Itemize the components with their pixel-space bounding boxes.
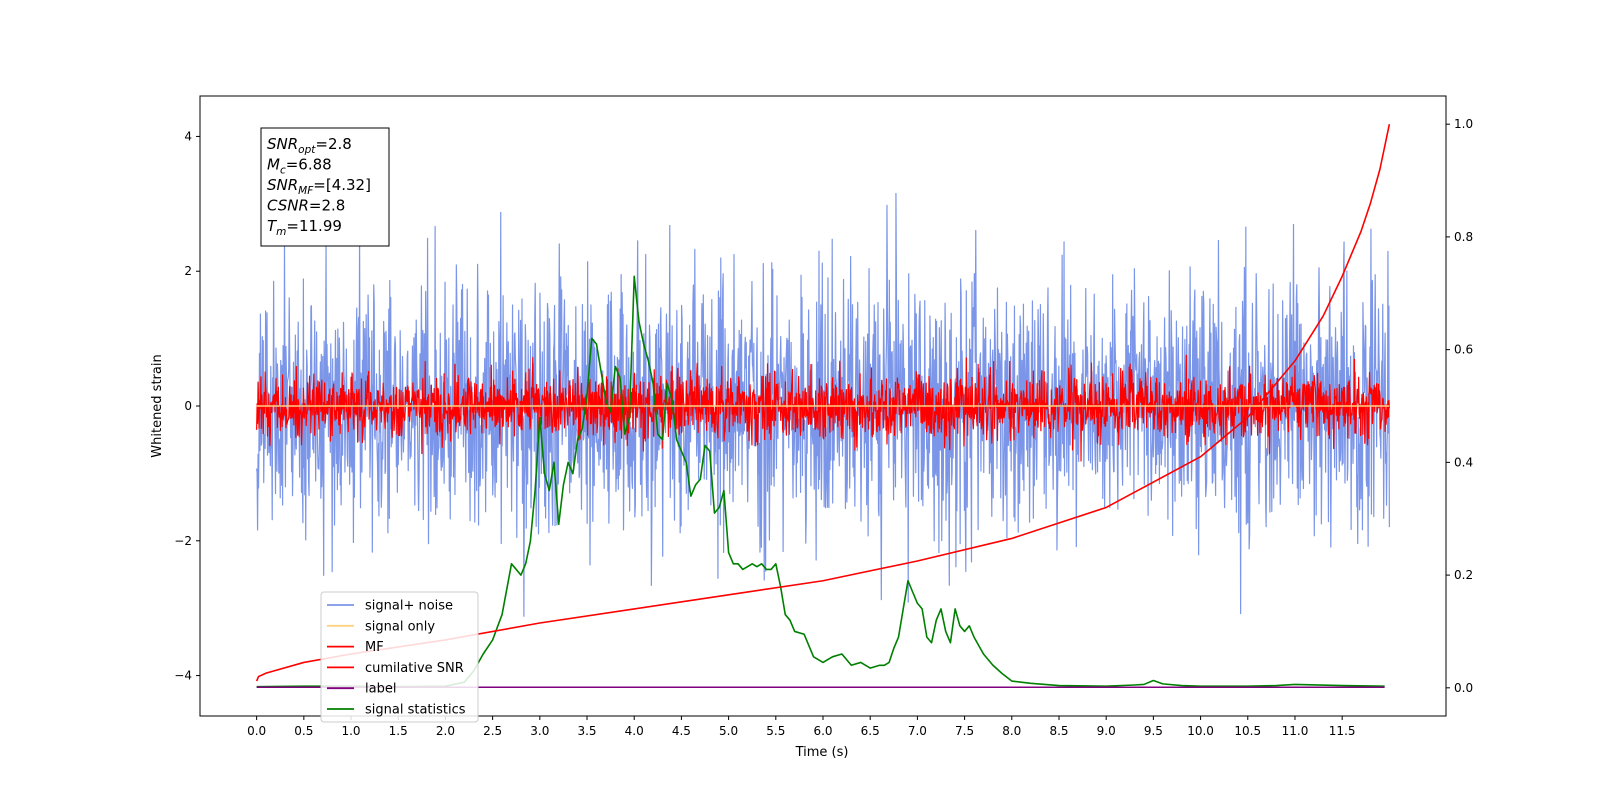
y-tick-label: 4 [184,129,192,143]
y2-tick-label: 0.6 [1454,343,1473,357]
x-tick-label: 8.5 [1049,724,1068,738]
legend-entry: signal only [365,619,435,634]
y2-tick-label: 0.0 [1454,681,1473,695]
x-tick-label: 10.0 [1187,724,1214,738]
x-tick-label: 7.5 [955,724,974,738]
annotation-line: CSNR=2.8 [267,197,345,215]
legend-entry: signal+ noise [365,599,453,614]
x-tick-label: 3.0 [530,724,549,738]
y2-tick-label: 0.2 [1454,568,1473,582]
x-axis: 0.0 0.5 1.0 1.5 2.0 2.5 3.0 3.5 4.0 4.5 5.0 5.5 6.0 6… [247,716,1356,738]
y-axis-label: Whitened strain [150,354,165,457]
legend-frame [320,591,479,723]
x-axis-label: Time (s) [795,745,849,760]
legend-entry: MF [365,640,384,655]
x-tick-label: 7.0 [908,724,927,738]
y-tick-label: 2 [184,264,192,278]
legend-entry: label [365,682,396,697]
x-tick-label: 5.5 [766,724,785,738]
y-axis-right: 0.0 0.2 0.4 0.6 0.8 1.0 [1446,117,1473,695]
x-tick-label: 11.5 [1329,724,1356,738]
x-tick-label: 0.5 [294,724,313,738]
x-tick-label: 3.5 [577,724,596,738]
x-tick-label: 1.0 [341,724,360,738]
x-tick-label: 2.5 [483,724,502,738]
series-mf [256,354,1390,462]
annotation-line: Tm=11.99 [267,217,342,238]
legend-entry: signal statistics [365,703,466,718]
annotation-frame [260,127,390,247]
y-tick-label: −2 [174,534,192,548]
series-signal-statistics [256,275,1385,688]
x-tick-label: 1.5 [389,724,408,738]
x-tick-label: 8.0 [1002,724,1021,738]
annotation-line: SNRMF=[4.32] [267,176,371,197]
x-tick-label: 9.0 [1097,724,1116,738]
y-axis-left: −4 −2 0 2 4 [174,129,200,683]
y-tick-label: −4 [174,669,192,683]
y-tick-label: 0 [184,399,192,413]
x-tick-label: 2.0 [436,724,455,738]
x-tick-label: 0.0 [247,724,266,738]
x-tick-label: 11.0 [1282,724,1309,738]
y2-tick-label: 0.4 [1454,455,1473,469]
legend: signal+ noise signal only MF cumilative SNR… [320,591,479,723]
legend-entry: cumilative SNR [365,661,464,676]
x-tick-label: 6.0 [813,724,832,738]
x-tick-label: 10.5 [1234,724,1261,738]
annotation-line: SNRopt=2.8 [267,135,352,156]
x-tick-label: 5.0 [719,724,738,738]
x-tick-label: 4.0 [625,724,644,738]
x-tick-label: 6.5 [861,724,880,738]
annotation-line: Mc=6.88 [267,156,332,177]
y2-tick-label: 0.8 [1454,230,1473,244]
x-tick-label: 9.5 [1144,724,1163,738]
y2-tick-label: 1.0 [1454,117,1473,131]
x-tick-label: 4.5 [672,724,691,738]
